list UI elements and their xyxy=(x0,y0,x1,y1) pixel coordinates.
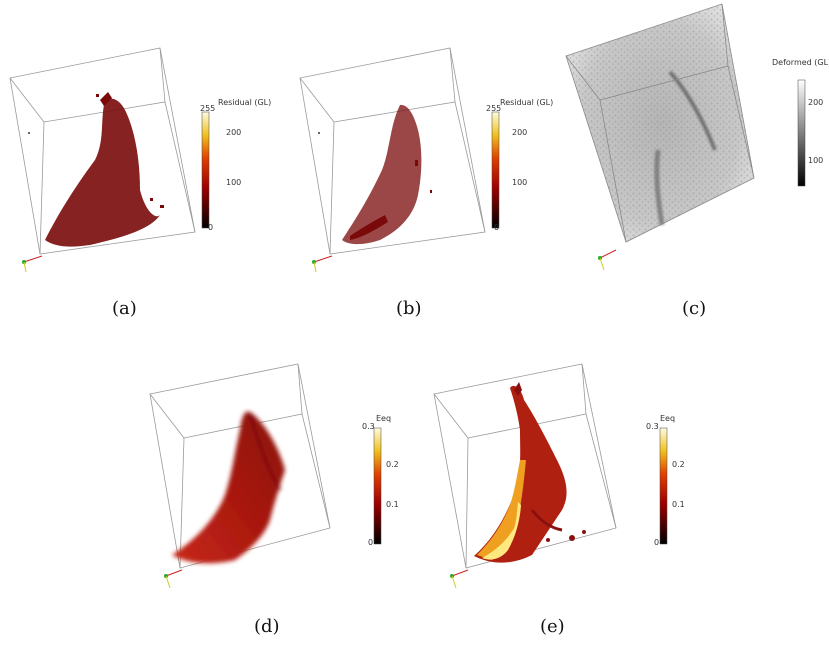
panel-a: Residual (GL) 255 200 100 0 (a) xyxy=(0,0,276,330)
colorbar-tick-d-0.1: 0.1 xyxy=(386,500,399,509)
axes-triad-c xyxy=(598,249,617,271)
colorbar-tick-b-255: 255 xyxy=(486,104,502,113)
colorbar-tick-b-100: 100 xyxy=(512,178,528,187)
colorbar-tick-e-0.3: 0.3 xyxy=(646,422,659,431)
residual-voxels-a xyxy=(28,92,164,247)
bounding-box-b xyxy=(299,47,486,255)
colorbar-tick-b-0: 0 xyxy=(494,223,500,232)
axes-triad-d xyxy=(164,569,183,589)
colorbar-title-b: Residual (GL) xyxy=(500,98,554,107)
colorbar-title-d: Eeq xyxy=(376,414,392,423)
colorbar-tick-d-0.3: 0.3 xyxy=(362,422,375,431)
panel-b: Residual (GL) 255 200 100 0 (b) xyxy=(290,0,566,330)
render-e xyxy=(433,363,668,589)
render-a xyxy=(9,47,210,273)
colorbar-tick-d-0.2: 0.2 xyxy=(386,460,399,469)
localized-band-c xyxy=(654,70,717,226)
colorbar-c xyxy=(797,79,806,187)
axes-triad-a xyxy=(22,255,43,273)
colorbar-b xyxy=(491,111,500,229)
strain-field-e xyxy=(474,382,586,563)
colorbar-d xyxy=(373,427,382,545)
colorbar-tick-b-200: 200 xyxy=(512,128,528,137)
caption-e: (e) xyxy=(540,616,565,637)
bounding-box-c xyxy=(565,3,755,243)
render-d xyxy=(149,363,382,589)
colorbar-tick-c-200: 200 xyxy=(808,98,824,107)
caption-d: (d) xyxy=(254,616,280,637)
panel-e: Eeq 0.3 0.2 0.1 0 (e) xyxy=(422,360,702,646)
panel-c: Deformed (GL) 200 100 (c) xyxy=(560,0,829,330)
bounding-box-a xyxy=(9,47,196,255)
colorbar-tick-d-0: 0 xyxy=(368,538,374,547)
panel-d: Eeq 0.3 0.2 0.1 0 (d) xyxy=(140,360,410,646)
axes-triad-e xyxy=(450,569,469,589)
bounding-box-d xyxy=(149,363,331,569)
colorbar-title-e: Eeq xyxy=(660,414,676,423)
colorbar-tick-c-100: 100 xyxy=(808,156,824,165)
caption-c: (c) xyxy=(682,298,707,319)
colorbar-e xyxy=(659,427,668,545)
residual-voxels-b xyxy=(318,104,432,245)
render-b xyxy=(299,47,500,273)
colorbar-tick-a-200: 200 xyxy=(226,128,242,137)
colorbar-title-c: Deformed (GL) xyxy=(772,58,829,67)
colorbar-tick-e-0.1: 0.1 xyxy=(672,500,685,509)
caption-a: (a) xyxy=(112,298,137,319)
colorbar-tick-e-0.2: 0.2 xyxy=(672,460,685,469)
caption-b: (b) xyxy=(396,298,422,319)
colorbar-tick-e-0: 0 xyxy=(654,538,660,547)
colorbar-tick-a-0: 0 xyxy=(208,223,214,232)
bounding-box-e xyxy=(433,363,617,569)
render-c xyxy=(565,3,806,271)
axes-triad-b xyxy=(312,255,333,273)
colorbar-a xyxy=(201,111,210,229)
colorbar-tick-a-100: 100 xyxy=(226,178,242,187)
strain-field-d xyxy=(172,411,285,564)
colorbar-tick-a-255: 255 xyxy=(200,104,216,113)
colorbar-title-a: Residual (GL) xyxy=(218,98,272,107)
